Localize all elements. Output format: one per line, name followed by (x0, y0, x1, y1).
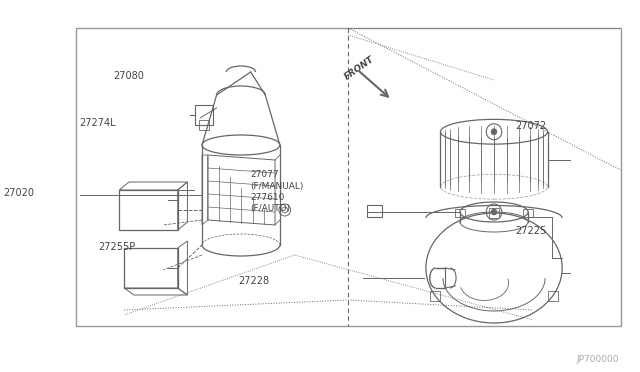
Bar (548, 291, 558, 301)
Bar (524, 209, 533, 217)
Circle shape (491, 129, 497, 135)
Circle shape (491, 209, 497, 215)
Bar (430, 291, 440, 301)
Text: 27274L: 27274L (79, 118, 116, 128)
Text: FRONT: FRONT (343, 55, 376, 82)
Text: JP700000: JP700000 (576, 355, 619, 364)
Text: 27077
(F/MANUAL)
277610
(F/AUTD): 27077 (F/MANUAL) 277610 (F/AUTD) (251, 170, 304, 213)
Text: 27255P: 27255P (98, 243, 135, 252)
Bar (76, 28, 621, 326)
Bar (489, 208, 499, 218)
Text: 27072: 27072 (515, 122, 547, 131)
Text: 27228: 27228 (238, 276, 269, 286)
Bar (199, 120, 209, 130)
Bar (455, 209, 465, 217)
Bar (367, 205, 382, 217)
Text: 27080: 27080 (114, 71, 145, 81)
Text: 27225: 27225 (515, 226, 547, 235)
Text: 27020: 27020 (4, 189, 35, 198)
Bar (195, 105, 212, 125)
